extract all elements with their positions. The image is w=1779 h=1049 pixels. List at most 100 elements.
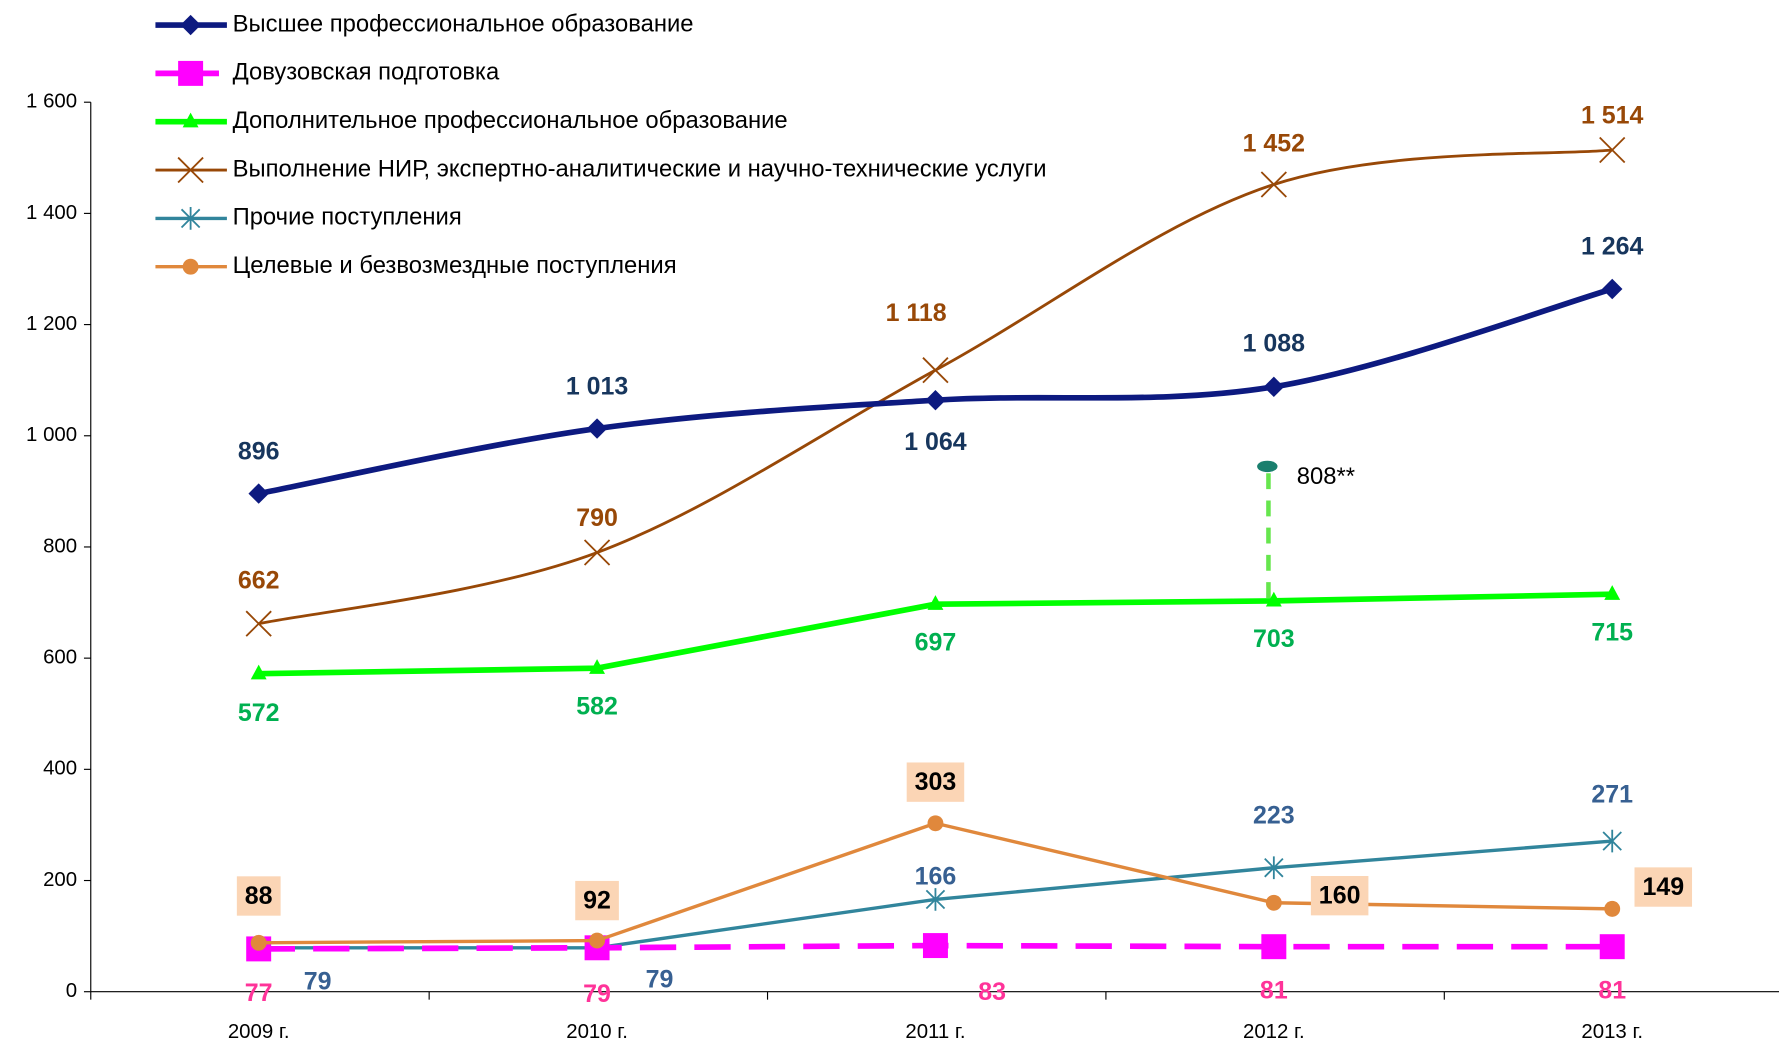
marker [589,932,606,949]
data-label-group: 271 [1591,780,1633,808]
data-label-group: 1 118 [886,299,947,327]
y-tick-label: 1 600 [26,91,77,113]
data-label-group: 149 [1634,867,1693,907]
legend-label: Высшее профессиональное образование [233,10,694,37]
data-label: 149 [1642,873,1684,901]
data-label-group: 1 088 [1243,329,1306,357]
y-tick-label: 400 [43,758,77,780]
data-label-group: 88 [236,876,281,916]
data-label: 271 [1591,780,1633,808]
legend-label: Выполнение НИР, экспертно-аналитические … [233,155,1047,182]
data-label: 790 [576,504,618,532]
legend-label: Целевые и безвозмездные поступления [233,252,677,279]
data-label-group: 582 [576,692,618,720]
data-label-group: 1 064 [904,428,967,456]
marker [250,934,267,951]
x-tick-label: 2013 г. [1581,1021,1643,1043]
data-label: 166 [915,862,957,890]
data-label-box [236,876,281,916]
data-label: 83 [978,978,1006,1006]
x-tick-label: 2012 г. [1243,1021,1305,1043]
marker [177,156,204,184]
y-tick-label: 1 200 [26,313,77,335]
data-label: 697 [915,629,957,657]
data-label: 81 [1598,977,1626,1005]
marker [927,595,944,610]
marker [1263,376,1285,398]
marker [586,418,608,439]
data-label-group: 81 [1260,977,1288,1005]
marker [248,483,269,504]
annotation-marker [1257,460,1278,473]
data-label: 303 [915,768,957,796]
legend-item: Дополнительное профессиональное образова… [155,107,788,134]
x-tick-label: 2011 г. [905,1021,965,1043]
marker [925,888,946,911]
data-label-group: 790 [576,504,618,532]
data-label-group: 92 [575,880,619,921]
y-tick-label: 1 000 [26,424,77,446]
marker [182,258,199,275]
data-label: 1 118 [886,299,947,327]
legend-label: Дополнительное профессиональное образова… [233,107,788,134]
legend-item: Довузовская подготовка [155,59,500,86]
marker [1599,934,1625,960]
data-label-group: 1 264 [1581,233,1644,261]
data-label: 582 [576,692,618,720]
data-label: 1 088 [1243,329,1306,357]
data-label-group: 1 452 [1243,129,1305,157]
x-tick-label: 2009 г. [228,1021,290,1043]
legend-item: Высшее профессиональное образование [155,10,694,37]
data-label-group: 166 [915,862,957,890]
data-label: 223 [1253,801,1295,829]
marker [922,933,948,959]
data-label: 79 [646,965,674,993]
y-tick-label: 600 [43,647,77,669]
marker [1265,894,1282,911]
data-label: 88 [245,882,273,910]
legend-item: Целевые и безвозмездные поступления [155,252,677,279]
data-label: 1 064 [904,428,967,456]
data-label: 1 264 [1581,233,1644,261]
marker [1264,856,1284,880]
marker [1265,591,1282,607]
data-label-group: 715 [1591,619,1633,647]
data-label-group: 1 514 [1581,102,1644,130]
data-label-group: 79 [646,965,674,993]
data-label-box [575,880,619,921]
data-label-group: 160 [1310,876,1369,916]
marker [1599,136,1626,164]
marker [922,357,949,384]
data-label: 1 452 [1243,129,1305,157]
data-label-group: 303 [906,762,965,802]
legend-label: Прочие поступления [233,204,462,231]
marker [250,664,267,680]
data-label-group: 77 [245,979,273,1007]
y-tick-label: 200 [43,869,77,891]
legend-item: Прочие поступления [155,204,462,231]
data-label: 92 [583,887,611,915]
marker [1602,829,1622,853]
marker [180,14,201,36]
marker [1261,934,1287,960]
data-label: 572 [238,699,280,727]
y-tick-label: 0 [66,980,77,1002]
data-label-group: 662 [238,566,280,594]
data-label-group: 896 [238,437,280,465]
data-label-box [1310,876,1369,916]
legend-item: Выполнение НИР, экспертно-аналитические … [155,155,1047,184]
data-label-box [1634,867,1693,907]
marker [178,60,204,86]
marker [180,207,201,230]
y-tick-label: 800 [43,535,77,557]
marker [1602,278,1623,300]
marker [583,539,611,566]
marker [925,389,946,411]
data-label: 79 [583,980,611,1008]
data-label-group: 703 [1253,625,1295,653]
data-label: 662 [238,566,280,594]
data-label-group: 1 013 [566,372,628,400]
data-label: 896 [238,437,280,465]
data-label-box [906,762,965,802]
data-label: 160 [1319,882,1361,910]
